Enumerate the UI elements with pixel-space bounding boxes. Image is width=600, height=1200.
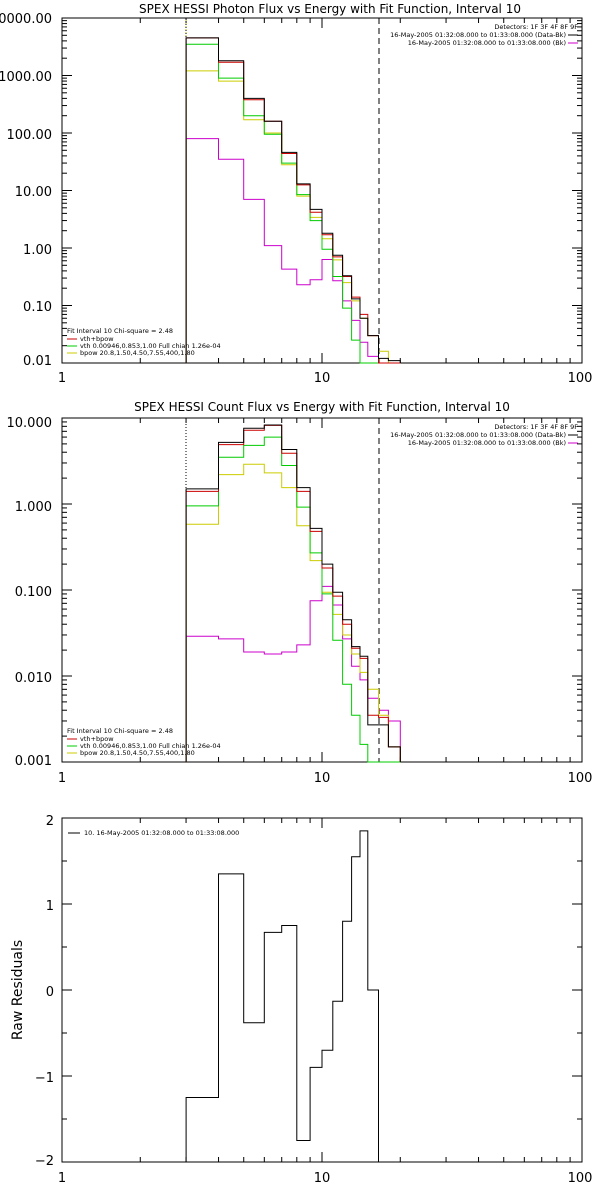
count-time-line-data: 16-May-2005 01:32:08.000 to 01:33:08.000… [390,431,566,439]
residuals-panel: Raw Residuals 2 1 0 −1 −2 1 10 100 10. 1… [10,814,592,1186]
count-yticks: 10.000 1.000 0.100 0.010 0.001 [7,416,53,769]
series-10-line [185,830,379,1162]
series-bk-line [185,138,401,364]
count-ytick: 1.000 [15,500,52,515]
residuals-ytick: 1 [46,899,54,914]
residuals-tickmarks [61,817,583,1163]
photon-plot-frame [61,17,583,364]
residuals-yticks: 2 1 0 −1 −2 [35,814,54,1169]
residuals-ytick: 0 [46,985,54,1000]
series-vth-bpow-line [185,424,401,762]
count-ytick: 10.000 [7,416,53,431]
count-fit-interval: Fit Interval 10 Chi-square = 2.48 [67,727,173,735]
residuals-plot-frame [61,817,583,1163]
residuals-ytick: −1 [35,1071,54,1086]
count-fit-bpow: bpow 20.8,1.50,4.50,7.55,400,1.80 [80,749,195,757]
series-data-bk-line [185,37,401,363]
photon-fit-legend: Fit Interval 10 Chi-square = 2.48 vth+bp… [67,327,221,357]
count-top-legend: Detectors: 1F 3F 4F 8F 9F 16-May-2005 01… [390,423,578,447]
photon-time-line-data: 16-May-2005 01:32:08.000 to 01:33:08.000… [390,31,566,39]
residuals-legend-label: 10. 16-May-2005 01:32:08.000 to 01:33:08… [84,829,239,837]
count-time-line-bk: 16-May-2005 01:32:08.000 to 01:33:08.000… [408,439,566,447]
count-xtick: 100 [568,771,593,786]
residuals-ylabel: Raw Residuals [10,940,26,1040]
count-ytick: 0.010 [15,671,52,686]
residuals-xtick: 1 [58,1171,66,1186]
photon-xtick: 10 [314,371,331,386]
series-bpow-line [185,463,401,762]
residuals-ytick: −2 [35,1154,54,1169]
photon-xtick: 100 [568,371,593,386]
photon-xtick: 1 [58,371,66,386]
count-fit-total: vth+bpow [80,735,114,743]
photon-ytick: 1.00 [23,243,52,258]
count-xticks: 1 10 100 [58,771,593,786]
photon-ytick: 100.00 [7,128,53,143]
count-panel-title: SPEX HESSI Count Flux vs Energy with Fit… [134,400,510,414]
photon-fit-interval: Fit Interval 10 Chi-square = 2.48 [67,327,173,335]
residuals-series-layer [185,830,379,1162]
photon-series-layer [185,37,401,364]
count-fit-vth: vth 0.00946,0.853,1.00 Full chian 1.26e-… [80,742,221,750]
photon-time-line-bk: 16-May-2005 01:32:08.000 to 01:33:08.000… [408,39,566,47]
photon-fit-vth: vth 0.00946,0.853,1.00 Full chian 1.26e-… [80,342,221,350]
photon-ytick: 0.10 [23,300,52,315]
photon-top-legend: Detectors: 1F 3F 4F 8F 9F 16-May-2005 01… [390,23,578,47]
residuals-xtick: 10 [314,1171,331,1186]
photon-ytick: 10.00 [15,185,52,200]
residuals-legend: 10. 16-May-2005 01:32:08.000 to 01:33:08… [68,829,239,837]
series-vth-bpow-line [185,37,401,364]
photon-tickmarks [61,17,583,364]
series-bk-line [185,585,401,762]
photon-ytick: 0.01 [23,354,52,369]
count-ytick: 0.001 [15,754,52,769]
photon-detectors-label: Detectors: 1F 3F 4F 8F 9F [494,23,578,31]
photon-fit-bpow: bpow 20.8,1.50,4.50,7.55,400,1.80 [80,349,195,357]
count-detectors-label: Detectors: 1F 3F 4F 8F 9F [494,423,578,431]
photon-fit-total: vth+bpow [80,335,114,343]
series-data-bk-line [185,424,401,762]
photon-flux-panel: SPEX HESSI Photon Flux vs Energy with Fi… [0,2,592,386]
count-tickmarks [61,417,583,763]
residuals-ytick: 2 [46,814,54,829]
count-xtick: 10 [314,771,331,786]
count-flux-panel: SPEX HESSI Count Flux vs Energy with Fit… [7,400,593,786]
photon-xticks: 1 10 100 [58,371,593,386]
count-series-layer [185,424,401,763]
photon-ytick: 1000.00 [0,70,52,85]
residuals-xticks: 1 10 100 [58,1171,593,1186]
count-ytick: 0.100 [15,585,52,600]
count-fit-legend: Fit Interval 10 Chi-square = 2.48 vth+bp… [67,727,221,757]
photon-panel-title: SPEX HESSI Photon Flux vs Energy with Fi… [139,2,521,16]
count-xtick: 1 [58,771,66,786]
residuals-xtick: 100 [568,1171,593,1186]
